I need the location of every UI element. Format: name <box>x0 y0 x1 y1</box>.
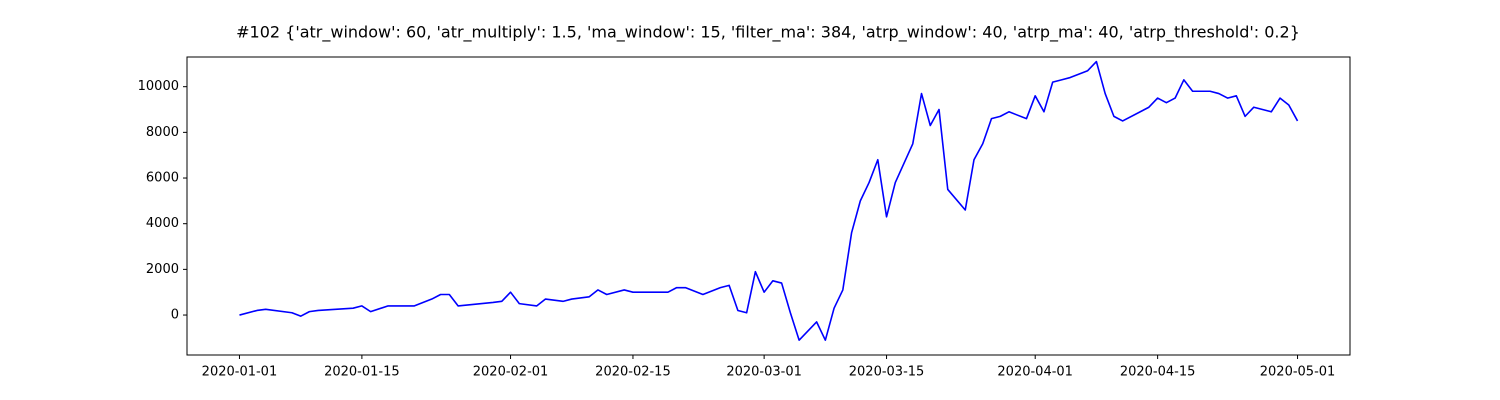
y-tick-label: 2000 <box>146 262 179 277</box>
y-tick-label: 6000 <box>146 171 179 186</box>
x-tick-label: 2020-04-15 <box>1120 365 1196 380</box>
x-tick-label: 2020-02-01 <box>473 365 549 380</box>
data-line <box>239 60 1299 341</box>
y-tick-label: 8000 <box>146 125 179 140</box>
y-tick-label: 10000 <box>138 79 179 94</box>
x-tick-label: 2020-01-01 <box>202 365 278 380</box>
plot-frame <box>186 56 1351 356</box>
x-tick-label: 2020-03-15 <box>849 365 925 380</box>
x-tick-label: 2020-05-01 <box>1260 365 1336 380</box>
x-tick-label: 2020-03-01 <box>726 365 802 380</box>
x-tick-label: 2020-01-15 <box>324 365 400 380</box>
chart-title: #102 {'atr_window': 60, 'atr_multiply': … <box>236 23 1300 43</box>
x-tick-label: 2020-04-01 <box>997 365 1073 380</box>
x-tick-label: 2020-02-15 <box>595 365 671 380</box>
y-tick-label: 0 <box>171 308 179 323</box>
y-tick-label: 4000 <box>146 216 179 231</box>
